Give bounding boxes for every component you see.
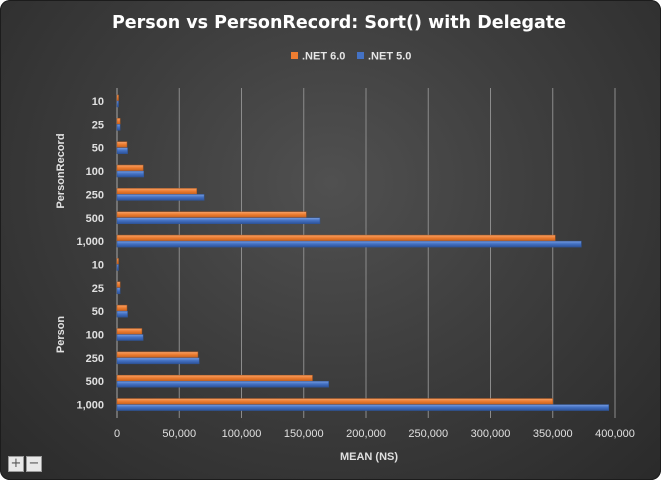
category-label: 500 [86, 213, 104, 225]
bar-net6 [116, 258, 119, 265]
category-label: 50 [92, 306, 104, 318]
bar-net5 [116, 240, 582, 248]
bar-net5 [116, 194, 205, 201]
bar-net5 [116, 124, 121, 131]
category-label: 10 [92, 96, 104, 108]
category-labels: 10 25 50 100 250 500 1,000 10 25 50 100 250 500 1,000 [76, 96, 104, 412]
legend: .NET 6.0 .NET 5.0 [291, 51, 411, 63]
x-tick-label: 100,000 [222, 428, 262, 440]
bar-net6 [116, 118, 121, 125]
x-axis-tick-labels: 0 50,000 100,000 150,000 200,000 250,000 300,0… [114, 428, 635, 440]
x-tick-label: 150,000 [284, 428, 324, 440]
zoom-controls: + − [8, 456, 42, 472]
bar-net5 [116, 310, 128, 318]
bar-net6 [116, 188, 197, 195]
bar-net6 [116, 351, 199, 359]
gridlines [116, 88, 616, 418]
zoom-in-button[interactable]: + [8, 456, 24, 472]
bars [116, 94, 610, 411]
category-label: 25 [92, 119, 104, 131]
legend-label-net6: .NET 6.0 [302, 51, 345, 63]
category-label: 10 [92, 259, 104, 271]
group-label: Person [55, 316, 67, 354]
bar-net6 [116, 211, 307, 218]
bar-net6 [116, 328, 143, 335]
bar-net6 [116, 94, 119, 102]
bar-net6 [116, 304, 128, 312]
x-axis-title: MEAN (NS) [340, 451, 398, 463]
x-tick-label: 200,000 [346, 428, 386, 440]
category-label: 250 [86, 189, 104, 201]
x-tick-label: 0 [114, 428, 120, 440]
bar-net5 [116, 334, 144, 341]
group-label: PersonRecord [55, 133, 67, 208]
category-label: 25 [92, 283, 104, 295]
bar-net6 [116, 234, 556, 242]
bar-net5 [116, 264, 119, 271]
category-label: 100 [86, 330, 104, 342]
bar-net6 [116, 164, 144, 172]
group-labels: PersonRecord Person [55, 133, 67, 353]
bar-net6 [116, 281, 121, 289]
category-label: 500 [86, 376, 104, 388]
category-label: 100 [86, 166, 104, 178]
bar-net6 [116, 141, 128, 148]
x-tick-label: 250,000 [408, 428, 448, 440]
bar-net6 [116, 398, 553, 405]
bar-net5 [116, 287, 121, 295]
bar-net5 [116, 357, 200, 365]
x-tick-label: 50,000 [162, 428, 196, 440]
bar-net6 [116, 374, 313, 382]
category-label: 1,000 [76, 400, 104, 412]
bar-net5 [116, 404, 610, 411]
category-label: 1,000 [76, 236, 104, 248]
category-label: 50 [92, 143, 104, 155]
bar-net5 [116, 100, 119, 108]
legend-swatch-net6 [291, 52, 298, 59]
x-tick-label: 400,000 [595, 428, 635, 440]
bar-net5 [116, 380, 329, 388]
zoom-out-button[interactable]: − [26, 456, 42, 472]
bar-net5 [116, 147, 128, 154]
bar-net5 [116, 170, 145, 178]
bar-net5 [116, 217, 321, 224]
x-tick-label: 350,000 [533, 428, 573, 440]
chart-title: Person vs PersonRecord: Sort() with Dele… [112, 13, 566, 33]
legend-label-net5: .NET 5.0 [368, 51, 411, 63]
x-tick-label: 300,000 [471, 428, 511, 440]
category-label: 250 [86, 353, 104, 365]
legend-swatch-net5 [357, 52, 364, 59]
